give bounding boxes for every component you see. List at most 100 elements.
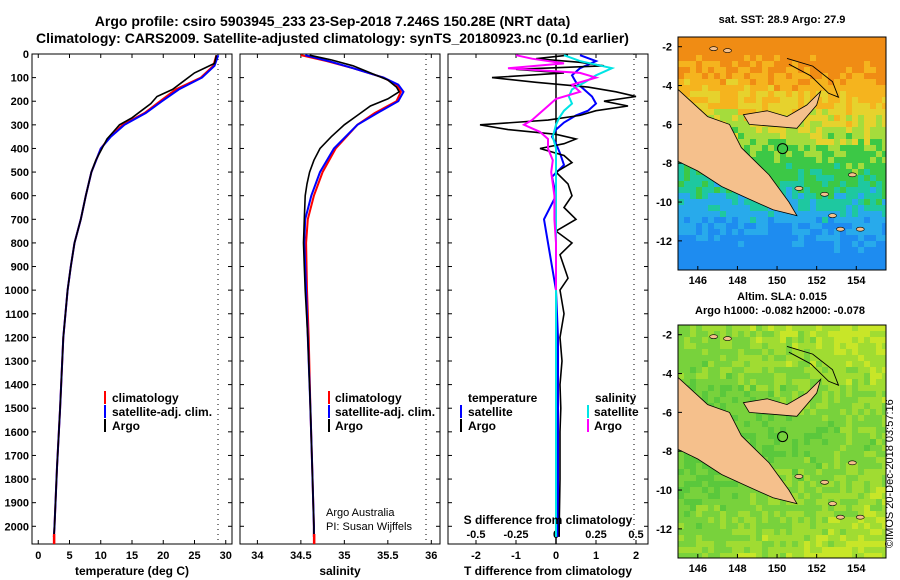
map-cell (864, 235, 870, 241)
map-cell (858, 235, 864, 241)
map-cell (810, 445, 816, 451)
map-cell (702, 265, 708, 270)
map-cell (816, 373, 822, 379)
map-cell (804, 523, 810, 529)
map-cell (882, 511, 886, 517)
map-cell (792, 535, 798, 541)
map-cell (696, 373, 702, 379)
map-cell (786, 505, 792, 511)
map-cell (756, 337, 762, 343)
map-cell (846, 493, 852, 499)
map-cell (684, 247, 690, 253)
map-cell (876, 127, 882, 133)
map-cell (684, 211, 690, 217)
map-cell (756, 235, 762, 241)
map-cell (816, 199, 822, 205)
map-cell (786, 91, 792, 97)
map-cell (876, 511, 882, 517)
map-cell (858, 199, 864, 205)
map-cell (690, 85, 696, 91)
map-cell (876, 223, 882, 229)
map-cell (840, 439, 846, 445)
map-cell (744, 415, 750, 421)
map-cell (810, 265, 816, 270)
map-cell (738, 229, 744, 235)
map-cell (708, 79, 714, 85)
map-cell (756, 217, 762, 223)
map-cell (768, 523, 774, 529)
map-cell (864, 379, 870, 385)
map-cell (792, 175, 798, 181)
map-cell (756, 517, 762, 523)
map-cell (756, 49, 762, 55)
map-cell (768, 235, 774, 241)
x-tick-label: 34.5 (290, 550, 311, 562)
map-cell (762, 253, 768, 259)
legend-swatch-climatology (104, 391, 106, 404)
map-cell (750, 97, 756, 103)
map-cell (840, 127, 846, 133)
map-cell (864, 73, 870, 79)
map-cell (684, 475, 690, 481)
map-cell (768, 223, 774, 229)
map-cell (684, 505, 690, 511)
map-cell (714, 475, 720, 481)
map-cell (792, 223, 798, 229)
map-cell (720, 379, 726, 385)
map-cell (780, 223, 786, 229)
map-cell (882, 169, 886, 175)
map-cell (858, 493, 864, 499)
map-cell (798, 331, 804, 337)
map-cell (798, 325, 804, 331)
map-cell (756, 367, 762, 373)
map-cell (786, 373, 792, 379)
map-cell (858, 487, 864, 493)
map-cell (876, 445, 882, 451)
map-cell (678, 553, 684, 558)
map-cell (738, 325, 744, 331)
map-cell (786, 397, 792, 403)
map-cell (762, 553, 768, 558)
map-cell (720, 229, 726, 235)
map-cell (858, 217, 864, 223)
map-cell (756, 361, 762, 367)
map-cell (702, 469, 708, 475)
map-cell (720, 115, 726, 121)
map-cell (882, 343, 886, 349)
map-cell (810, 325, 816, 331)
map-cell (690, 361, 696, 367)
map-cell (738, 115, 744, 121)
map-cell (762, 439, 768, 445)
map-cell (780, 265, 786, 270)
map-cell (864, 163, 870, 169)
map-cell (864, 115, 870, 121)
map-cell (876, 373, 882, 379)
map-cell (786, 337, 792, 343)
map-cell (696, 349, 702, 355)
map-cell (810, 439, 816, 445)
map-cell (744, 97, 750, 103)
map-cell (678, 349, 684, 355)
map-cell (798, 61, 804, 67)
map-cell (708, 253, 714, 259)
map-cell (840, 235, 846, 241)
map-cell (684, 331, 690, 337)
map-cell (810, 433, 816, 439)
map-cell (798, 385, 804, 391)
map-cell (864, 361, 870, 367)
map-cell (750, 73, 756, 79)
map-cell (876, 151, 882, 157)
map-cell (726, 391, 732, 397)
map-cell (720, 55, 726, 61)
map-cell (804, 553, 810, 558)
map-cell (744, 355, 750, 361)
map-cell (822, 433, 828, 439)
map-cell (690, 265, 696, 270)
map-cell (726, 355, 732, 361)
map-cell (834, 109, 840, 115)
map-cell (780, 517, 786, 523)
map-cell (822, 517, 828, 523)
map-cell (792, 349, 798, 355)
